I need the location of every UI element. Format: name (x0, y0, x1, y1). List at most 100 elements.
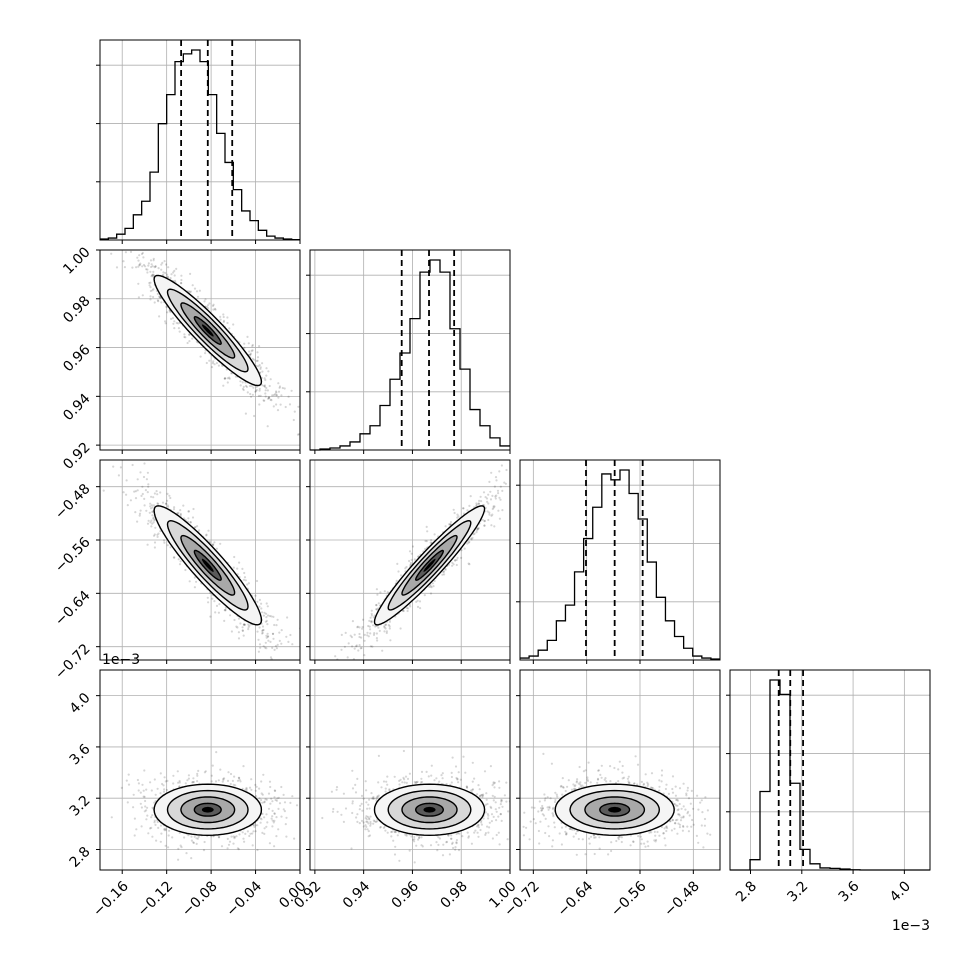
sample-point (493, 786, 495, 788)
sample-point (251, 385, 253, 387)
sample-point (252, 358, 254, 360)
sample-point (145, 510, 147, 512)
sample-point (257, 639, 259, 641)
sample-point (170, 277, 172, 279)
sample-point (216, 605, 218, 607)
hist-1-steps (310, 260, 510, 450)
sample-point (154, 778, 156, 780)
sample-point (272, 616, 274, 618)
sample-point (243, 386, 245, 388)
sample-point (173, 327, 175, 329)
sample-point (406, 782, 408, 784)
sample-point (232, 780, 234, 782)
sample-point (150, 266, 152, 268)
sample-point (466, 543, 468, 545)
sample-point (285, 836, 287, 838)
sample-point (211, 780, 213, 782)
sample-point (188, 778, 190, 780)
sample-point (230, 836, 232, 838)
sample-point (285, 823, 287, 825)
sample-point (456, 514, 458, 516)
sample-point (435, 841, 437, 843)
sample-point (280, 676, 282, 678)
sample-point (272, 633, 274, 635)
sample-point (232, 843, 234, 845)
sample-point (191, 338, 193, 340)
sample-point (495, 479, 497, 481)
sample-point (132, 246, 134, 248)
sample-point (242, 381, 244, 383)
sample-point (141, 486, 143, 488)
sample-point (374, 625, 376, 627)
sample-point (183, 333, 185, 335)
sample-point (288, 396, 290, 398)
sample-point (248, 342, 250, 344)
sample-point (264, 377, 266, 379)
sample-point (497, 492, 499, 494)
sample-point (248, 626, 250, 628)
sample-point (256, 601, 258, 603)
sample-point (270, 378, 272, 380)
sample-point (178, 327, 180, 329)
sample-point (257, 356, 259, 358)
sample-point (164, 776, 166, 778)
sample-point (358, 633, 360, 635)
sample-point (482, 519, 484, 521)
sample-point (182, 505, 184, 507)
sample-point (185, 852, 187, 854)
sample-point (434, 533, 436, 535)
sample-point (214, 363, 216, 365)
sample-point (145, 818, 147, 820)
sample-point (268, 793, 270, 795)
sample-point (351, 645, 353, 647)
sample-point (135, 266, 137, 268)
sample-point (379, 591, 381, 593)
sample-point (266, 799, 268, 801)
sample-point (468, 505, 470, 507)
sample-point (265, 395, 267, 397)
sample-point (249, 787, 251, 789)
sample-point (197, 770, 199, 772)
sample-point (153, 535, 155, 537)
sample-point (266, 637, 268, 639)
sample-point (359, 644, 361, 646)
sample-point (256, 580, 258, 582)
sample-point (371, 646, 373, 648)
sample-point (139, 513, 141, 515)
sample-point (245, 579, 247, 581)
sample-point (224, 377, 226, 379)
sample-point (166, 311, 168, 313)
sample-point (270, 798, 272, 800)
sample-point (383, 630, 385, 632)
sample-point (265, 642, 267, 644)
sample-point (190, 857, 192, 859)
sample-point (263, 801, 265, 803)
sample-point (263, 833, 265, 835)
sample-point (256, 631, 258, 633)
sample-point (368, 830, 370, 832)
panel-1-2-frame (310, 460, 510, 660)
sample-point (277, 828, 279, 830)
sample-point (501, 464, 503, 466)
sample-point (336, 688, 338, 690)
sample-point (212, 360, 214, 362)
sample-point (154, 265, 156, 267)
sample-point (226, 316, 228, 318)
sample-point (275, 394, 277, 396)
panel-0-3-frame (100, 670, 300, 870)
sample-point (137, 266, 139, 268)
sample-point (168, 495, 170, 497)
sample-point (243, 343, 245, 345)
sample-point (291, 643, 293, 645)
sample-point (267, 425, 269, 427)
sample-point (143, 790, 145, 792)
sample-point (414, 558, 416, 560)
sample-point (297, 406, 299, 408)
sample-point (248, 835, 250, 837)
hist-3-steps (730, 680, 930, 870)
sample-point (529, 449, 531, 451)
sample-point (168, 830, 170, 832)
sample-point (376, 594, 378, 596)
sample-point (158, 315, 160, 317)
sample-point (454, 849, 456, 851)
